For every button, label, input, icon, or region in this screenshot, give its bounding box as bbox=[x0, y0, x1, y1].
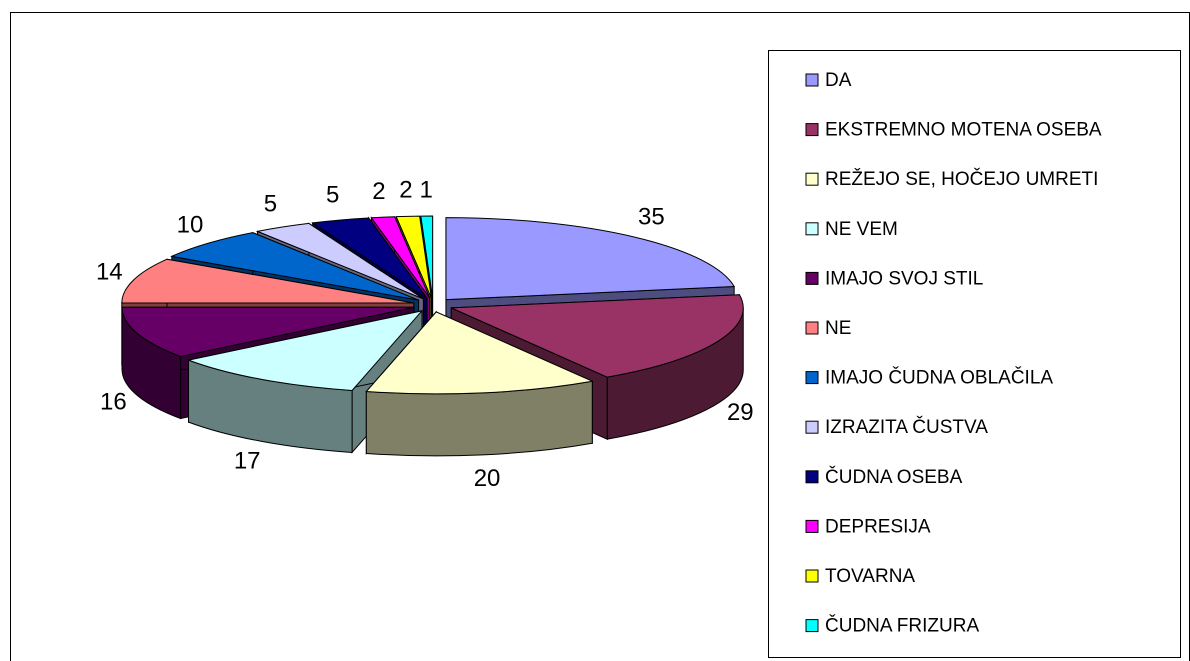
legend-swatch bbox=[805, 519, 819, 533]
legend-swatch bbox=[805, 569, 819, 583]
legend-label: ČUDNA FRIZURA bbox=[825, 615, 979, 637]
legend-label: NE bbox=[825, 318, 851, 339]
data-label: 2 bbox=[372, 178, 385, 205]
legend-label: IMAJO SVOJ STIL bbox=[825, 268, 983, 289]
slice-top bbox=[186, 310, 424, 391]
slice-top bbox=[121, 306, 415, 357]
legend-swatch bbox=[805, 271, 819, 285]
slice bbox=[365, 310, 594, 457]
legend-swatch bbox=[805, 420, 819, 434]
data-label: 1 bbox=[420, 176, 433, 203]
slice-top bbox=[395, 215, 432, 299]
data-label: 35 bbox=[638, 204, 665, 231]
legend-label: EKSTREMNO MOTENA OSEBA bbox=[825, 120, 1102, 141]
legend-swatch bbox=[805, 619, 819, 633]
data-label: 20 bbox=[474, 465, 501, 492]
legend-swatch bbox=[805, 73, 819, 87]
legend-label: DA bbox=[825, 70, 852, 91]
legend-box bbox=[768, 50, 1181, 658]
slice-top bbox=[311, 217, 428, 299]
legend-label: IZRAZITA ČUSTVA bbox=[825, 416, 988, 438]
slice-top bbox=[445, 217, 736, 301]
data-label: 16 bbox=[100, 388, 127, 415]
legend-label: IMAJO ČUDNA OBLAČILA bbox=[825, 367, 1053, 389]
legend-swatch bbox=[805, 321, 819, 335]
slice-top bbox=[365, 311, 594, 395]
legend-label: DEPRESIJA bbox=[825, 516, 931, 537]
legend: DA EKSTREMNO MOTENA OSEBA REŽEJO SE, HOČEJ… bbox=[805, 70, 1102, 637]
data-label: 2 bbox=[399, 177, 412, 204]
legend-swatch bbox=[805, 470, 819, 484]
data-label: 29 bbox=[727, 399, 754, 426]
legend-swatch bbox=[805, 123, 819, 137]
legend-swatch bbox=[805, 371, 819, 385]
legend-label: ČUDNA OSEBA bbox=[825, 466, 963, 488]
slice-top bbox=[420, 215, 434, 299]
slice-top bbox=[370, 216, 431, 299]
legend-swatch bbox=[805, 172, 819, 186]
data-label: 17 bbox=[234, 447, 261, 474]
data-label: 5 bbox=[326, 182, 339, 209]
data-label: 5 bbox=[264, 190, 277, 217]
slice-top bbox=[170, 232, 419, 301]
legend-swatch bbox=[805, 222, 819, 236]
legend-label: REŽEJO SE, HOČEJO UMRETI bbox=[825, 168, 1098, 190]
data-label: 14 bbox=[96, 259, 123, 286]
slice-top bbox=[255, 222, 424, 300]
slice-top bbox=[451, 294, 744, 378]
slice-top bbox=[121, 258, 414, 304]
data-label: 10 bbox=[177, 211, 204, 238]
legend-label: NE VEM bbox=[825, 219, 898, 240]
legend-label: TOVARNA bbox=[825, 566, 915, 587]
